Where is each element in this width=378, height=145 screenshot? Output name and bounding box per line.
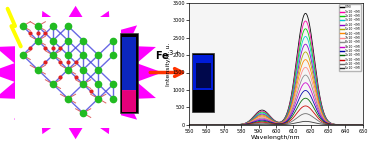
Bar (122, 90, 136, 112)
Bar (120, 33, 138, 113)
Y-axis label: Intensity/a. u.: Intensity/a. u. (166, 42, 171, 86)
Bar (122, 37, 136, 91)
Bar (193, 55, 213, 90)
Polygon shape (0, 6, 163, 139)
Bar (196, 63, 211, 88)
Bar (15, 17, 121, 128)
Legend: 0(M), 1×10⁻⁵(M), 2×10⁻⁵(M), 3×10⁻⁵(M), 4×10⁻⁵(M), 5×10⁻⁵(M), 6×10⁻⁵(M), 7×10⁻⁵(M: 0(M), 1×10⁻⁵(M), 2×10⁻⁵(M), 3×10⁻⁵(M), 4… (339, 4, 361, 71)
Text: Fe$^{3+}$: Fe$^{3+}$ (155, 49, 181, 62)
X-axis label: Wavelength/nm: Wavelength/nm (251, 135, 301, 140)
